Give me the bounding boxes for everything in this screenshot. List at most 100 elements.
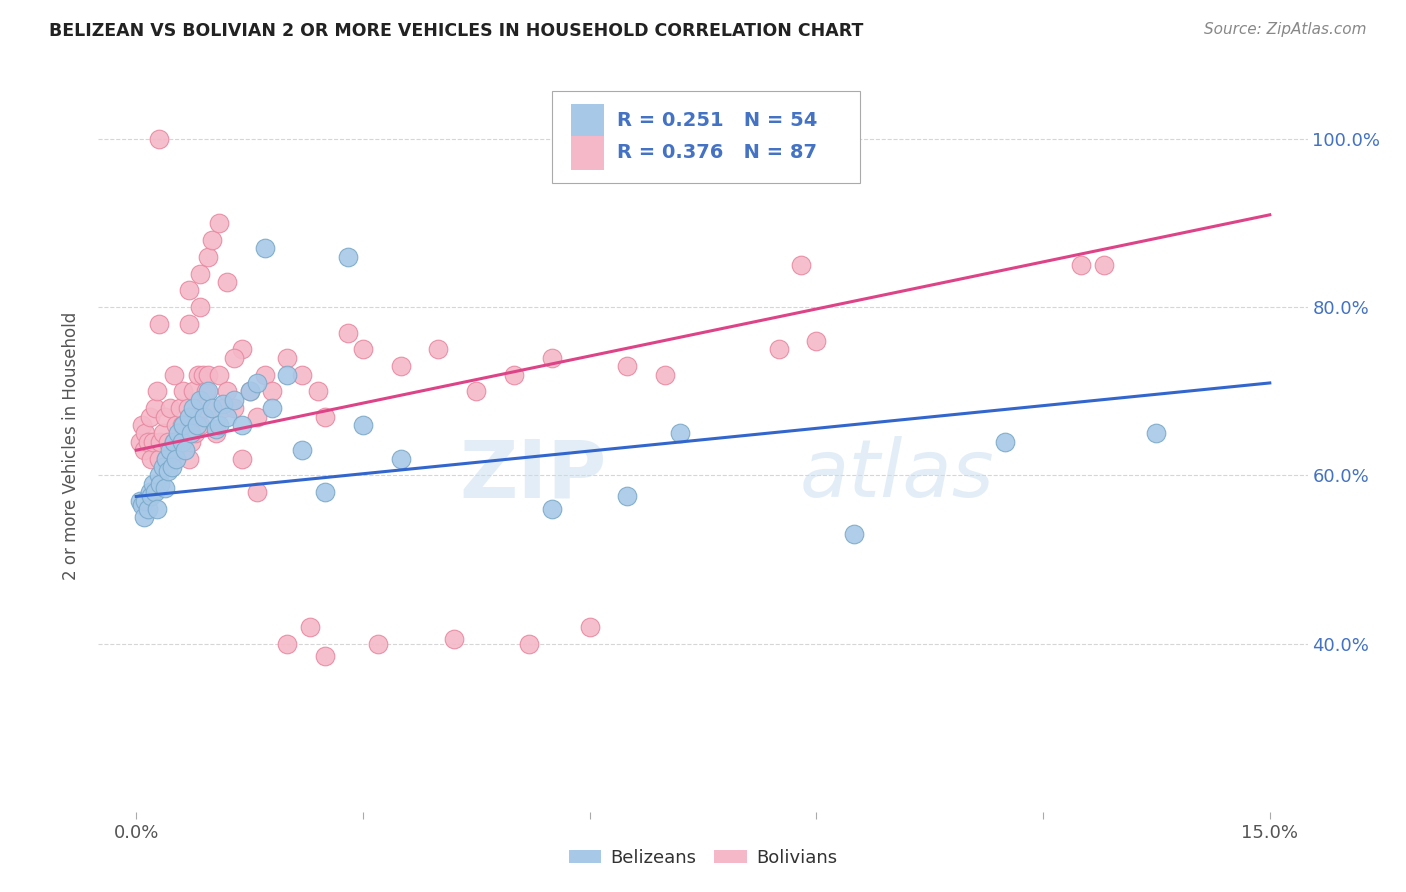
- Point: [314, 409, 336, 424]
- Point: [179, 409, 201, 424]
- Point: [152, 426, 174, 441]
- Point: [654, 368, 676, 382]
- Point: [156, 434, 179, 449]
- Point: [142, 434, 165, 449]
- Point: [163, 434, 186, 449]
- Point: [231, 417, 253, 432]
- Point: [215, 384, 238, 399]
- Point: [246, 409, 269, 424]
- Point: [163, 368, 186, 382]
- Point: [153, 481, 176, 495]
- Point: [148, 468, 170, 483]
- Point: [1146, 426, 1168, 441]
- Point: [246, 376, 269, 390]
- Point: [307, 384, 329, 399]
- Point: [517, 636, 540, 650]
- Point: [170, 434, 193, 449]
- Point: [806, 334, 828, 348]
- Point: [174, 443, 197, 458]
- Point: [352, 417, 374, 432]
- Point: [131, 498, 153, 512]
- Text: ZIP: ZIP: [458, 436, 606, 515]
- Point: [141, 451, 163, 466]
- Point: [155, 451, 177, 466]
- Point: [139, 409, 162, 424]
- Point: [212, 401, 235, 416]
- Point: [197, 384, 219, 399]
- Point: [389, 451, 412, 466]
- Point: [186, 409, 208, 424]
- Point: [194, 384, 217, 399]
- Point: [139, 485, 162, 500]
- Point: [162, 460, 184, 475]
- Point: [314, 649, 336, 664]
- Point: [134, 493, 156, 508]
- Point: [134, 426, 156, 441]
- Point: [166, 443, 188, 458]
- Point: [262, 401, 284, 416]
- FancyBboxPatch shape: [571, 136, 603, 169]
- Point: [146, 502, 169, 516]
- Point: [179, 451, 201, 466]
- Point: [136, 502, 159, 516]
- Point: [166, 426, 188, 441]
- Point: [159, 443, 181, 458]
- Point: [291, 443, 314, 458]
- Point: [262, 384, 284, 399]
- Point: [291, 368, 314, 382]
- Point: [276, 368, 298, 382]
- Point: [208, 216, 231, 230]
- Point: [132, 510, 155, 524]
- Point: [465, 384, 488, 399]
- Point: [197, 368, 219, 382]
- Point: [169, 401, 191, 416]
- Point: [616, 359, 638, 373]
- Point: [143, 401, 166, 416]
- Point: [193, 401, 215, 416]
- Point: [578, 620, 600, 634]
- Point: [443, 632, 465, 647]
- Point: [427, 343, 450, 357]
- Legend: Belizeans, Bolivians: Belizeans, Bolivians: [561, 842, 845, 874]
- Point: [367, 636, 389, 650]
- Text: atlas: atlas: [800, 436, 994, 515]
- Point: [190, 392, 212, 407]
- Point: [142, 476, 165, 491]
- Point: [239, 384, 262, 399]
- Point: [299, 620, 322, 634]
- Point: [201, 233, 224, 247]
- Point: [165, 451, 187, 466]
- Point: [143, 485, 166, 500]
- Point: [148, 451, 170, 466]
- Point: [208, 368, 231, 382]
- Point: [180, 426, 202, 441]
- Point: [276, 351, 298, 365]
- Point: [215, 275, 238, 289]
- Point: [129, 434, 152, 449]
- Point: [336, 326, 359, 340]
- Point: [187, 368, 209, 382]
- Point: [1070, 258, 1092, 272]
- Text: BELIZEAN VS BOLIVIAN 2 OR MORE VEHICLES IN HOUSEHOLD CORRELATION CHART: BELIZEAN VS BOLIVIAN 2 OR MORE VEHICLES …: [49, 22, 863, 40]
- Point: [162, 451, 184, 466]
- Text: Source: ZipAtlas.com: Source: ZipAtlas.com: [1204, 22, 1367, 37]
- Point: [176, 401, 198, 416]
- Point: [768, 343, 790, 357]
- Point: [246, 485, 269, 500]
- Point: [180, 434, 202, 449]
- Point: [204, 426, 226, 441]
- Point: [276, 636, 298, 650]
- Point: [540, 351, 562, 365]
- Point: [179, 317, 201, 331]
- Point: [204, 422, 226, 436]
- Point: [165, 417, 187, 432]
- Point: [201, 401, 224, 416]
- Point: [149, 434, 172, 449]
- Point: [253, 242, 276, 256]
- Point: [231, 451, 253, 466]
- Point: [239, 384, 262, 399]
- Point: [224, 392, 246, 407]
- Point: [132, 443, 155, 458]
- Text: R = 0.251   N = 54: R = 0.251 N = 54: [617, 111, 817, 130]
- Text: R = 0.376   N = 87: R = 0.376 N = 87: [617, 144, 817, 162]
